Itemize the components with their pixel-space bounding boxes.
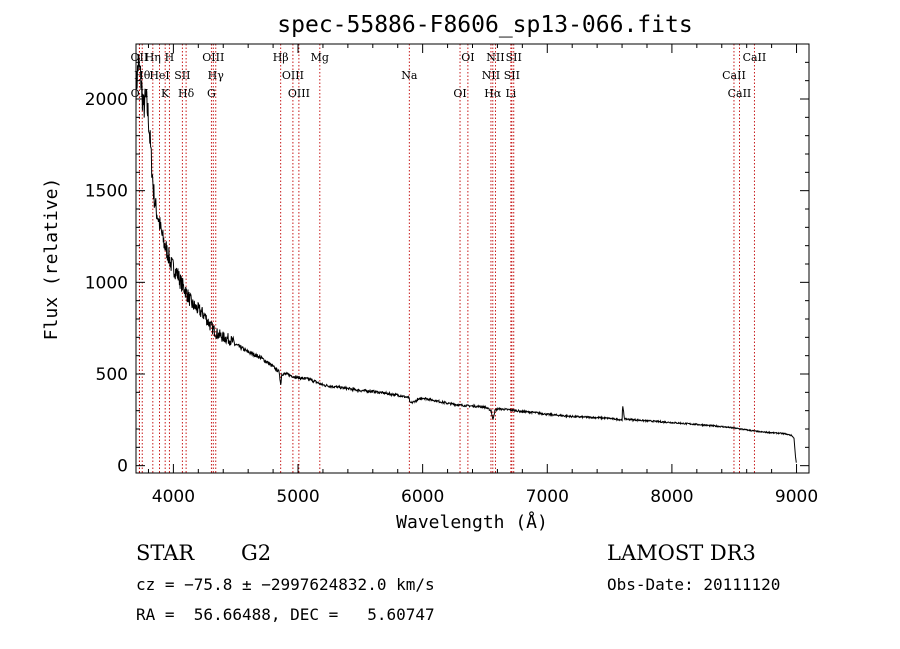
line-marker-label: Hγ (208, 69, 225, 82)
line-marker-label: OIII (202, 51, 224, 64)
emission-line-labels: OIIHθOIIHηHeIKHSIIHδOIIIHγGHβOIIIOIIIMgN… (131, 51, 767, 100)
line-marker-label: Hβ (273, 51, 289, 64)
line-marker-label: K (161, 87, 170, 100)
line-marker-label: Hη (145, 51, 161, 64)
coordinates: RA = 56.66488, DEC = 5.60747 (136, 605, 435, 624)
line-marker-label: HeI (149, 69, 169, 82)
line-marker-label: Hα (484, 87, 502, 100)
line-marker-label: G (207, 87, 216, 100)
spectrum-line (135, 54, 797, 463)
redshift-text: cz = −75.8 ± −2997624832.0 km/s (136, 575, 435, 594)
line-marker-label: SII (174, 69, 190, 82)
emission-line-markers (138, 44, 755, 473)
line-marker-label: OI (453, 87, 466, 100)
line-marker-label: OIII (282, 69, 304, 82)
y-tick-label: 1000 (85, 273, 128, 293)
line-marker-label: OI (461, 51, 474, 64)
line-marker-label: SII (504, 69, 520, 82)
line-marker-label: Hθ (134, 69, 151, 82)
line-marker-label: NII (486, 51, 504, 64)
obs-date: Obs-Date: 20111120 (607, 575, 780, 594)
y-tick-label: 1500 (85, 182, 128, 202)
line-marker-label: Li (505, 87, 516, 100)
y-tick-label: 0 (117, 457, 128, 477)
line-marker-label: Na (401, 69, 418, 82)
x-axis-label: Wavelength (Å) (396, 511, 548, 533)
line-marker-label: CaII (728, 87, 752, 100)
line-marker-label: CaII (743, 51, 767, 64)
x-tick-label: 9000 (775, 487, 818, 507)
survey-name: LAMOST DR3 (607, 541, 756, 565)
x-tick-label: 4000 (152, 487, 195, 507)
object-subclass: G2 (241, 541, 271, 565)
line-marker-label: NII (482, 69, 500, 82)
x-tick-label: 5000 (276, 487, 319, 507)
y-tick-label: 500 (96, 365, 128, 385)
line-marker-label: Hδ (178, 87, 195, 100)
x-tick-label: 7000 (526, 487, 569, 507)
x-tick-label: 8000 (650, 487, 693, 507)
x-tick-label: 6000 (401, 487, 444, 507)
x-axis-ticks: 4000 5000 6000 7000 8000 9000 (147, 44, 818, 507)
line-marker-label: CaII (722, 69, 746, 82)
y-axis-label: Flux (relative) (41, 178, 62, 341)
line-marker-label: SII (506, 51, 522, 64)
line-marker-label: Mg (311, 51, 329, 64)
chart-title: spec-55886-F8606_sp13-066.fits (277, 12, 692, 38)
plot-frame (135, 43, 810, 474)
y-tick-label: 2000 (85, 90, 128, 110)
y-axis-ticks: 0 500 1000 1500 2000 (85, 61, 809, 477)
line-marker-label: OIII (288, 87, 310, 100)
object-class: STAR (136, 541, 195, 565)
line-marker-label: H (165, 51, 175, 64)
